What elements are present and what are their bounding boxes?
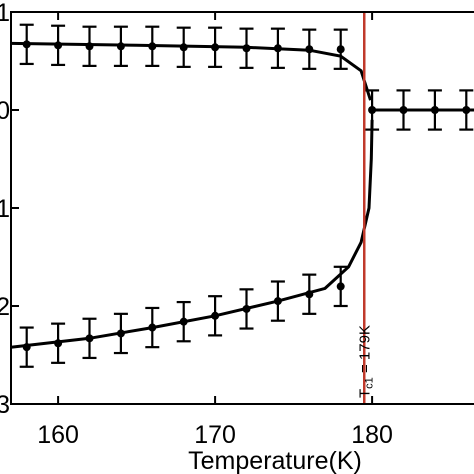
data-point [427, 89, 442, 131]
data-point [270, 27, 285, 69]
y-tick-label: 1 [0, 0, 10, 27]
point-marker [211, 43, 220, 52]
point-marker [368, 106, 377, 114]
data-point [239, 27, 254, 69]
data-point [365, 89, 380, 131]
x-axis: 160 170 180 [37, 12, 393, 449]
y-tick-label: 3 [0, 391, 10, 419]
point-marker [22, 40, 31, 49]
point-marker [242, 304, 251, 313]
critical-temperature-label-sub: c1 [363, 377, 375, 389]
y-tick-label: 2 [0, 293, 10, 321]
data-point [145, 306, 160, 349]
point-marker [336, 45, 345, 54]
critical-temperature-label-rest: = 179K [356, 325, 373, 377]
data-point [82, 317, 97, 360]
point-marker [85, 42, 94, 51]
series-layer [10, 23, 474, 368]
point-marker [273, 297, 282, 306]
data-point [145, 25, 160, 68]
x-axis-title: Temperature(K) [188, 447, 362, 474]
data-point [333, 28, 348, 70]
data-point [208, 295, 223, 337]
data-point [208, 26, 223, 68]
point-marker [54, 41, 63, 50]
point-marker [22, 343, 31, 352]
fit-curve-1 [10, 41, 372, 101]
data-point [51, 24, 66, 67]
critical-temperature-label: Tc1 = 179K [356, 325, 375, 398]
data-point [19, 326, 34, 368]
data-point [51, 322, 66, 364]
data-point [396, 89, 411, 131]
y-axis: 1 0 1 2 3 [0, 0, 19, 419]
y-tick-label: 1 [0, 195, 10, 223]
plot-frame [10, 11, 474, 405]
data-point [302, 28, 317, 70]
point-marker [148, 323, 157, 332]
data-point [19, 23, 34, 66]
critical-temperature-label-main: T [356, 389, 373, 398]
point-marker [273, 44, 282, 53]
x-tick-label: 170 [194, 421, 236, 449]
data-point [82, 25, 97, 68]
point-marker [305, 45, 314, 54]
point-marker [242, 44, 251, 53]
data-point [113, 312, 128, 355]
data-point [176, 300, 191, 343]
x-tick-label: 160 [37, 421, 79, 449]
point-marker [399, 106, 408, 114]
point-marker [211, 311, 220, 320]
point-marker [54, 339, 63, 348]
data-point [176, 26, 191, 68]
x-tick-label: 180 [351, 421, 393, 449]
point-marker [179, 317, 188, 326]
data-point [113, 25, 128, 68]
point-marker [430, 106, 439, 114]
point-marker [462, 106, 471, 114]
point-marker [116, 42, 125, 51]
point-marker [148, 42, 157, 51]
data-point [270, 280, 285, 322]
y-tick-label: 0 [0, 97, 10, 125]
fit-curve-2 [10, 119, 374, 349]
data-point [302, 273, 317, 315]
point-marker [116, 329, 125, 338]
point-marker [305, 290, 314, 299]
point-marker [336, 282, 345, 291]
point-marker [179, 43, 188, 52]
data-point [459, 89, 474, 131]
point-marker [85, 334, 94, 343]
data-point [239, 288, 254, 330]
data-point [333, 265, 348, 308]
